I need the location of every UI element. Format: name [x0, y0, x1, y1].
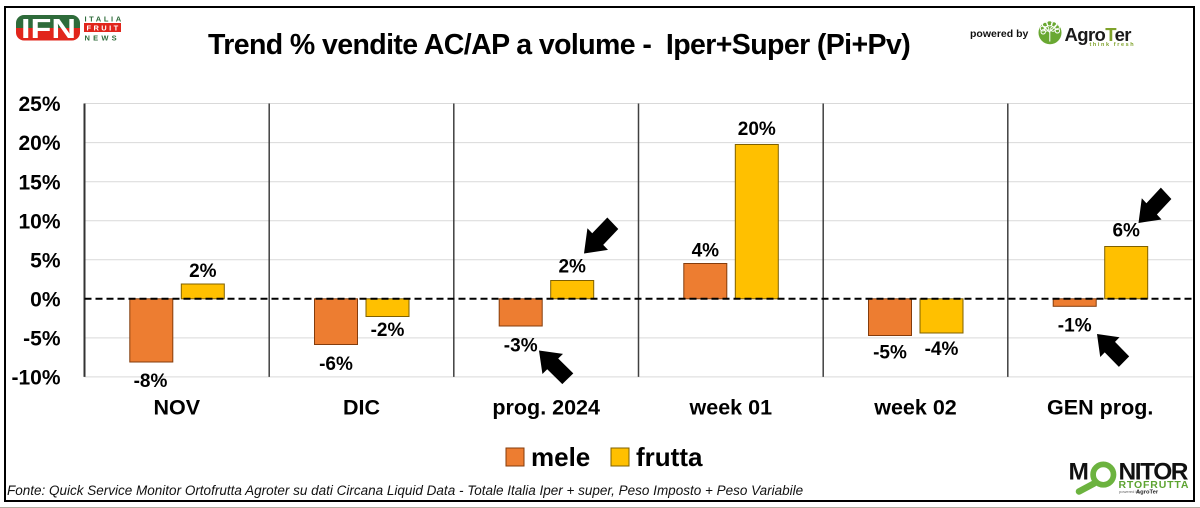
svg-text:20%: 20% [18, 132, 60, 155]
svg-text:2%: 2% [558, 257, 586, 278]
svg-text:AgroTer: AgroTer [1136, 490, 1159, 496]
svg-text:frutta: frutta [636, 442, 703, 472]
svg-text:powered by: powered by [1119, 489, 1140, 494]
svg-text:FRUIT: FRUIT [87, 24, 121, 33]
svg-text:5%: 5% [30, 249, 61, 272]
svg-text:-4%: -4% [925, 339, 959, 360]
svg-text:NOV: NOV [154, 396, 201, 420]
svg-text:RTOFRUTTA: RTOFRUTTA [1119, 479, 1189, 491]
svg-text:IFN: IFN [21, 13, 76, 44]
svg-text:4%: 4% [692, 241, 720, 262]
svg-text:-8%: -8% [134, 371, 168, 392]
svg-text:-5%: -5% [23, 328, 61, 351]
svg-text:-10%: -10% [11, 367, 60, 390]
svg-text:ITALIA: ITALIA [85, 15, 124, 24]
svg-text:DIC: DIC [343, 396, 380, 420]
svg-text:GEN prog.: GEN prog. [1047, 396, 1153, 420]
svg-text:week 01: week 01 [689, 396, 773, 420]
svg-text:M: M [1069, 459, 1089, 486]
svg-text:20%: 20% [738, 119, 776, 140]
svg-text:-6%: -6% [319, 354, 353, 375]
svg-text:-2%: -2% [371, 320, 405, 341]
svg-text:NEWS: NEWS [85, 34, 120, 43]
svg-text:mele: mele [531, 442, 590, 472]
svg-text:prog. 2024: prog. 2024 [492, 396, 600, 420]
svg-text:AgroTer: AgroTer [1065, 24, 1132, 45]
svg-text:25%: 25% [18, 93, 60, 116]
svg-text:-5%: -5% [873, 343, 907, 364]
svg-text:think fresh: think fresh [1090, 42, 1136, 48]
svg-text:15%: 15% [18, 171, 60, 194]
svg-text:6%: 6% [1112, 221, 1140, 242]
svg-text:10%: 10% [18, 210, 60, 233]
svg-text:NITOR: NITOR [1119, 459, 1189, 486]
svg-text:2%: 2% [189, 261, 217, 282]
svg-text:-1%: -1% [1058, 316, 1092, 337]
svg-text:0%: 0% [30, 288, 61, 311]
svg-text:week 02: week 02 [873, 396, 957, 420]
svg-text:-3%: -3% [504, 336, 538, 357]
